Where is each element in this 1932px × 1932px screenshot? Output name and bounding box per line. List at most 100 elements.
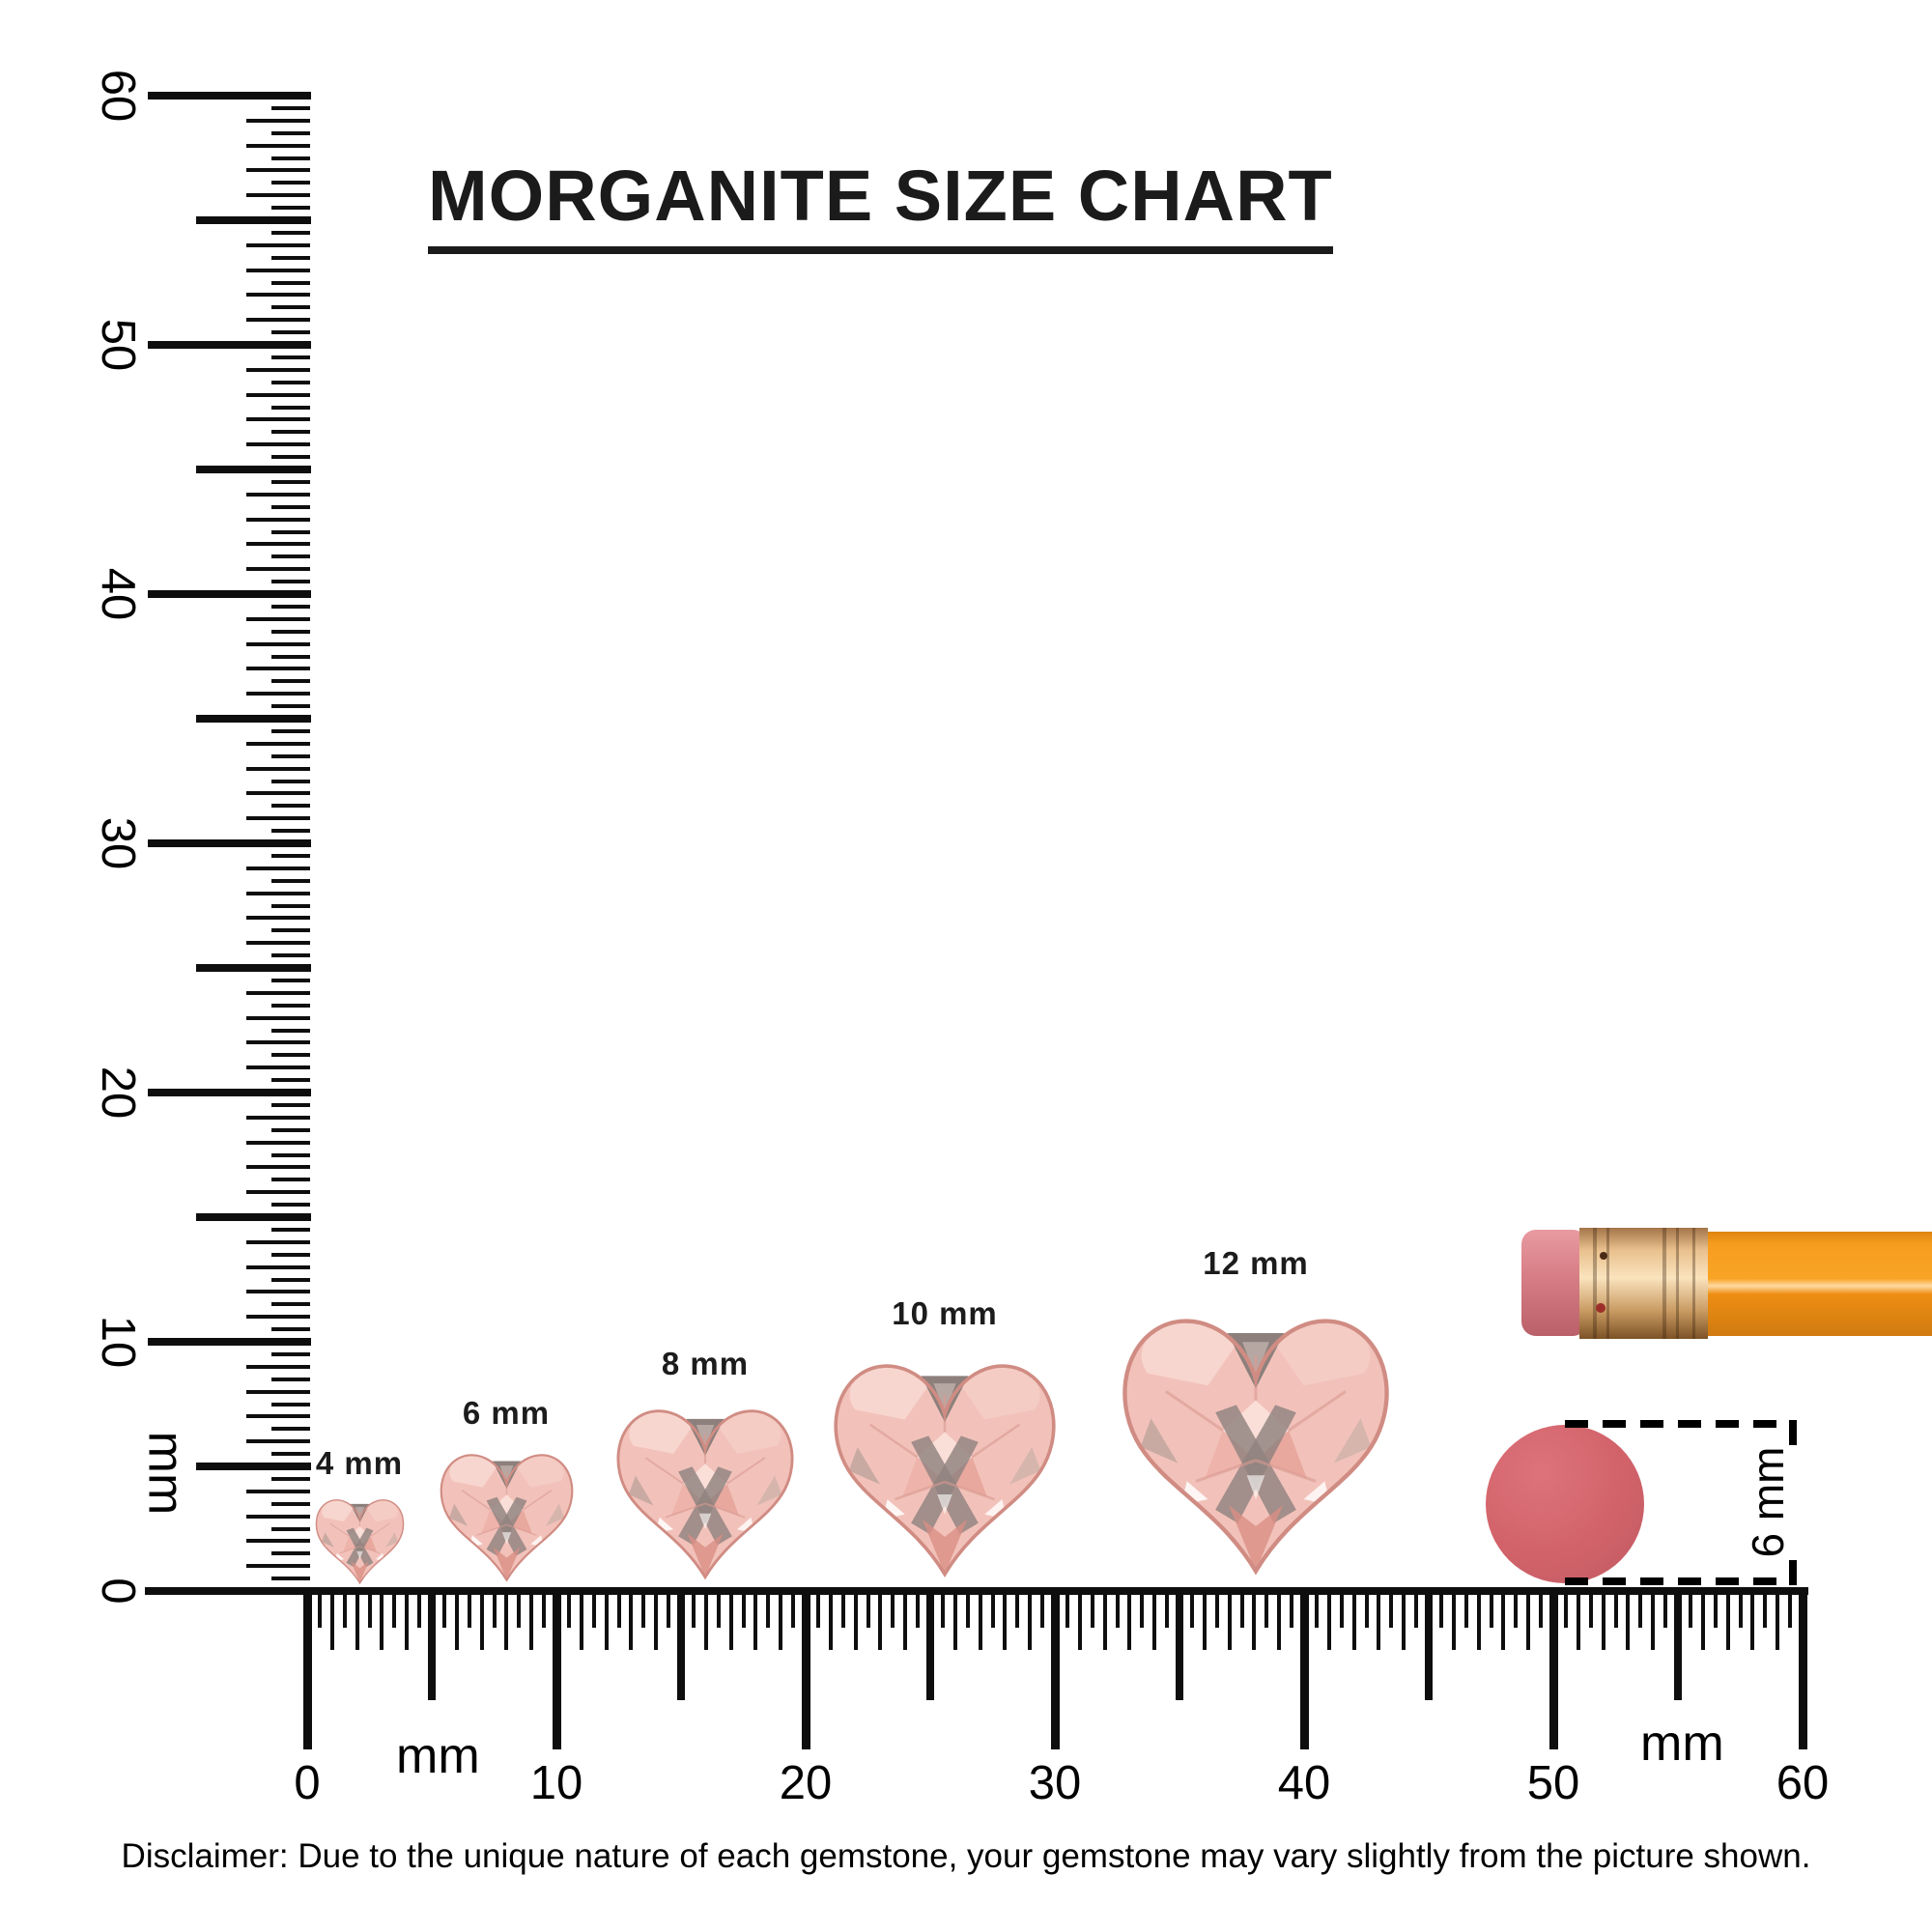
ruler-tick [271,1551,310,1556]
ruler-tick [392,1589,397,1628]
ruler-tick [246,741,310,746]
vertical-ruler-number: 0 [92,1577,144,1605]
ruler-tick [1050,1589,1060,1749]
vertical-ruler-number: 60 [92,69,144,123]
ruler-tick [196,964,311,972]
ruler-tick [271,1351,310,1356]
ruler-tick [1065,1589,1069,1628]
ruler-tick [454,1589,459,1650]
ruler-tick [196,466,311,473]
ruler-tick [148,1089,311,1096]
comparison-size-label: 6 mm [1743,1446,1793,1558]
ruler-tick [815,1589,820,1628]
ruler-tick [1438,1589,1443,1628]
ruler-tick [1028,1589,1033,1650]
ruler-tick [271,654,310,659]
pencil-body [1708,1232,1932,1336]
ruler-tick [246,1190,310,1195]
ruler-tick [246,293,310,298]
ruler-tick [246,442,310,447]
ruler-tick [1425,1589,1433,1700]
ruler-tick [271,105,310,110]
gem-heart-8mm [616,1409,794,1579]
bottom-ruler-baseline [145,1587,1808,1595]
dashed-line-bottom [1565,1577,1797,1585]
ruler-tick [1351,1589,1356,1650]
ruler-tick [355,1589,359,1650]
ruler-tick [1414,1589,1419,1628]
ruler-tick [604,1589,609,1650]
ruler-tick [654,1589,659,1650]
ruler-tick [271,1427,310,1432]
ruler-tick [1377,1589,1381,1650]
dashed-line-top [1565,1420,1797,1428]
ruler-tick [428,1589,436,1700]
gem-size-label: 12 mm [1203,1245,1309,1281]
ruler-tick [271,604,310,609]
ruler-tick [271,130,310,135]
pencil-ferrule [1579,1228,1708,1339]
ruler-tick [853,1589,858,1650]
ruler-tick [492,1589,497,1628]
ruler-tick [246,1414,310,1419]
ruler-tick [246,990,310,995]
ruler-tick [302,1589,312,1749]
ruler-tick [1214,1589,1219,1628]
ruler-tick [246,667,310,671]
ruler-tick [1102,1589,1107,1650]
ruler-tick [1788,1589,1793,1628]
ruler-tick [1663,1589,1668,1628]
ruler-tick [329,1589,334,1650]
ruler-tick [1077,1589,1082,1650]
ruler-tick [271,1203,310,1208]
ruler-tick [246,1389,310,1394]
ruler-tick [246,1040,310,1045]
ruler-tick [926,1589,934,1700]
bottom-ruler-number: 0 [294,1757,321,1809]
ruler-tick [1176,1589,1183,1700]
ruler-tick [691,1589,696,1628]
ruler-tick [246,567,310,572]
ruler-tick [271,405,310,410]
ruler-tick [965,1589,970,1628]
ruler-tick [271,629,310,634]
ruler-tick [246,866,310,870]
ruler-tick [246,766,310,771]
ruler-tick [148,1338,311,1346]
gem-heart-6mm [440,1454,573,1581]
ruler-tick [1798,1589,1807,1749]
ruler-tick [978,1589,982,1650]
ruler-tick [1140,1589,1145,1628]
ruler-tick [271,1252,310,1257]
ruler-tick [246,1489,310,1493]
ruler-tick [1539,1589,1544,1628]
gem-size-label: 8 mm [661,1346,750,1381]
ruler-tick [552,1589,561,1749]
ruler-tick [246,1115,310,1120]
ruler-tick [271,1327,310,1332]
ruler-tick [1763,1589,1768,1628]
gem-size-label: 10 mm [892,1295,998,1331]
ruler-tick [1688,1589,1692,1628]
ruler-tick [1613,1589,1618,1628]
ruler-tick [246,1364,310,1369]
ruler-tick [196,1213,311,1221]
ruler-tick [791,1589,796,1628]
vertical-ruler-number: 20 [92,1065,144,1120]
ruler-tick [317,1589,322,1628]
ruler-tick [271,1377,310,1381]
vertical-ruler-number: 10 [92,1315,144,1369]
ruler-tick [271,305,310,310]
ruler-tick [271,1526,310,1531]
page-title: MORGANITE SIZE CHART [428,155,1333,254]
ruler-tick [703,1589,708,1650]
ruler-tick [367,1589,372,1628]
ruler-tick [566,1589,571,1628]
gem-heart-10mm [834,1364,1056,1577]
ruler-tick [1526,1589,1531,1650]
ruler-tick [616,1589,621,1628]
ruler-tick [828,1589,833,1650]
vertical-ruler-number: 50 [92,318,144,372]
ruler-tick [246,1315,310,1320]
